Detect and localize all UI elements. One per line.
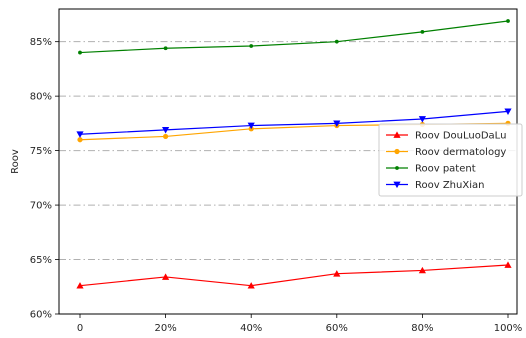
data-point xyxy=(420,29,425,34)
series-line xyxy=(79,20,509,54)
x-tick-label: 20% xyxy=(154,323,176,334)
series-line xyxy=(79,110,509,135)
legend-box xyxy=(378,123,523,197)
legend-marker xyxy=(393,181,401,189)
data-point xyxy=(163,46,168,51)
y-axis-label: Roov xyxy=(10,149,21,174)
y-tick-label: 80% xyxy=(30,92,52,103)
data-point xyxy=(506,19,510,23)
series-line xyxy=(79,264,509,287)
data-point xyxy=(76,131,84,138)
legend-label: Roov patent xyxy=(415,164,476,175)
y-tick-label: 85% xyxy=(30,37,52,48)
series-roov-patent xyxy=(78,19,510,55)
y-tick-label: 70% xyxy=(30,201,52,212)
data-point xyxy=(247,282,255,289)
data-point xyxy=(418,266,426,274)
x-tick-label: 80% xyxy=(411,323,433,334)
data-point xyxy=(162,273,170,280)
x-tick-label: 100% xyxy=(494,323,523,334)
y-tick-label: 60% xyxy=(30,310,52,321)
data-point xyxy=(333,120,341,127)
series-roov-douluodalu xyxy=(76,261,512,289)
data-point xyxy=(76,282,84,289)
x-tick-label: 60% xyxy=(326,323,348,334)
legend-marker xyxy=(393,131,401,138)
legend-label: Roov DouLuoDaLu xyxy=(415,131,506,142)
x-tick-label: 40% xyxy=(240,323,262,334)
legend-label: Roov ZhuXian xyxy=(415,180,484,191)
x-tick-label: 0 xyxy=(77,323,83,334)
data-point xyxy=(249,44,254,48)
data-point xyxy=(247,122,255,130)
y-tick-label: 75% xyxy=(30,146,52,157)
data-point xyxy=(333,270,341,277)
data-point xyxy=(78,50,82,55)
data-point xyxy=(77,137,83,143)
grid-lines xyxy=(59,41,517,261)
legend: Roov DouLuoDaLu Roov dermatology Roov pate… xyxy=(378,123,523,197)
legend-marker xyxy=(395,166,399,170)
legend-label: Roov dermatology xyxy=(415,147,506,158)
data-point xyxy=(162,127,170,134)
data-point xyxy=(334,39,339,44)
data-point xyxy=(504,108,512,115)
data-point xyxy=(504,261,512,268)
series-roov-zhuxian xyxy=(76,108,512,138)
legend-marker xyxy=(394,148,400,155)
data-point xyxy=(163,133,169,140)
data-point xyxy=(418,116,426,123)
y-tick-label: 65% xyxy=(30,255,52,266)
